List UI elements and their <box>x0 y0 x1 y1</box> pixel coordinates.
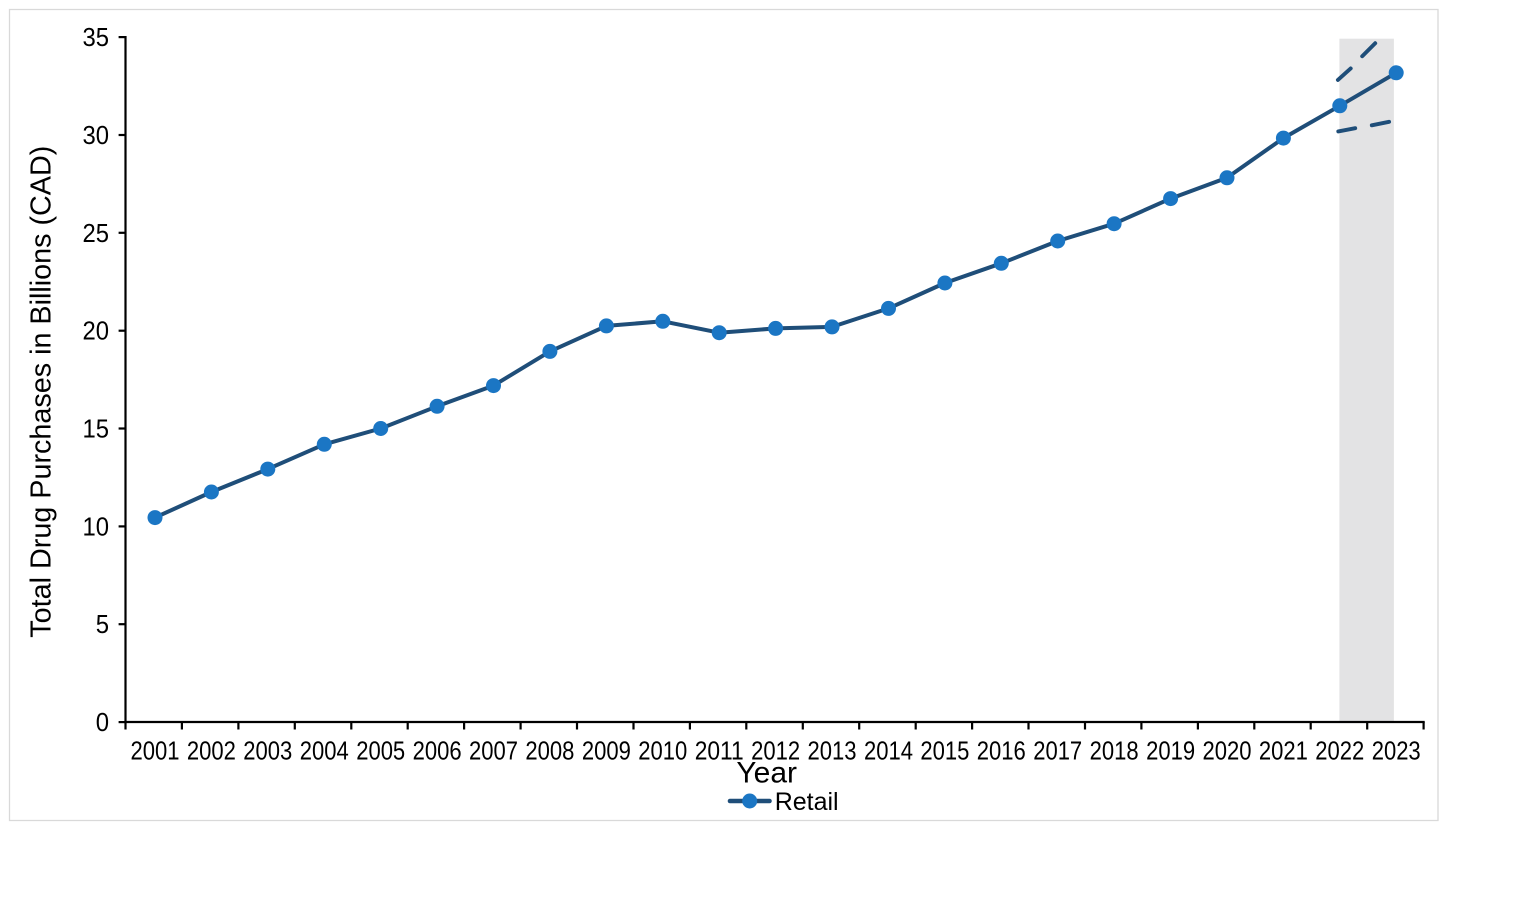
svg-text:2009: 2009 <box>582 735 631 765</box>
svg-text:2022: 2022 <box>1315 735 1364 765</box>
svg-text:2020: 2020 <box>1203 735 1252 765</box>
svg-text:2002: 2002 <box>187 735 236 765</box>
svg-text:2015: 2015 <box>920 735 969 765</box>
svg-text:2008: 2008 <box>525 735 574 765</box>
svg-text:2007: 2007 <box>469 735 518 765</box>
svg-text:2001: 2001 <box>131 735 180 765</box>
svg-text:2023: 2023 <box>1372 735 1421 765</box>
svg-text:2017: 2017 <box>1033 735 1082 765</box>
svg-text:25: 25 <box>83 218 110 248</box>
svg-text:5: 5 <box>96 609 109 639</box>
svg-text:2021: 2021 <box>1259 735 1308 765</box>
svg-text:2013: 2013 <box>808 735 857 765</box>
svg-text:2006: 2006 <box>413 735 462 765</box>
svg-text:2014: 2014 <box>864 735 913 765</box>
svg-text:2018: 2018 <box>1090 735 1139 765</box>
svg-text:20: 20 <box>83 316 110 346</box>
svg-text:2004: 2004 <box>300 735 349 765</box>
svg-text:2003: 2003 <box>243 735 292 765</box>
svg-text:2005: 2005 <box>356 735 405 765</box>
svg-text:Year: Year <box>736 757 797 790</box>
svg-text:Retail: Retail <box>775 788 839 816</box>
svg-text:2019: 2019 <box>1146 735 1195 765</box>
svg-text:15: 15 <box>83 414 110 444</box>
svg-text:2012: 2012 <box>751 735 800 765</box>
svg-text:2010: 2010 <box>638 735 687 765</box>
svg-text:0: 0 <box>96 707 109 737</box>
svg-text:35: 35 <box>83 22 110 52</box>
svg-text:10: 10 <box>83 511 110 541</box>
svg-text:2011: 2011 <box>695 735 744 765</box>
svg-text:2016: 2016 <box>977 735 1026 765</box>
svg-text:30: 30 <box>83 120 110 150</box>
svg-text:Total Drug Purchases in Billio: Total Drug Purchases in Billions (CAD) <box>25 146 57 638</box>
